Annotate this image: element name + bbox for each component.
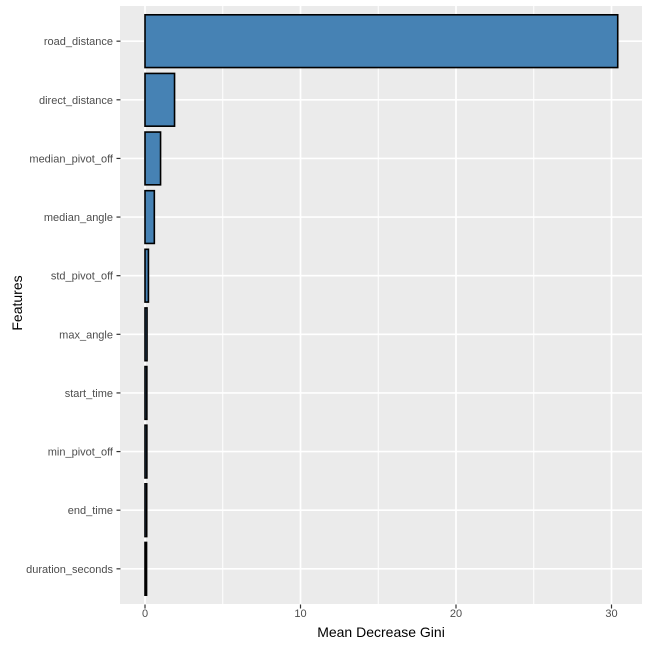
bar-road_distance [144, 13, 619, 69]
panel-background [120, 6, 642, 604]
y-tick-label: median_angle [44, 212, 113, 224]
x-tick-label: 30 [605, 608, 617, 620]
x-axis-title-wrap: Mean Decrease Gini [0, 624, 648, 640]
x-tick-label: 10 [294, 608, 306, 620]
x-axis-title: Mean Decrease Gini [317, 624, 445, 640]
y-tick-label: median_pivot_off [29, 153, 114, 165]
bar-min_pivot_off [144, 424, 148, 479]
y-tick-label: end_time [68, 505, 113, 517]
y-tick-label: std_pivot_off [51, 271, 114, 283]
y-tick-label: max_angle [59, 329, 113, 341]
y-tick-label: start_time [65, 388, 113, 400]
bar-median_angle [144, 189, 156, 245]
bar-direct_distance [144, 72, 176, 127]
y-tick-label: duration_seconds [26, 564, 113, 576]
bar-start_time [144, 365, 148, 421]
x-tick-label: 0 [142, 608, 148, 620]
bar-duration_seconds [144, 541, 148, 597]
bar-max_angle [144, 307, 148, 362]
y-tick-label: min_pivot_off [48, 447, 114, 459]
y-axis-title: Features [9, 275, 25, 331]
bar-end_time [144, 483, 148, 538]
bar-median_pivot_off [144, 131, 162, 186]
y-tick-label: road_distance [44, 36, 113, 48]
y-tick-label: direct_distance [39, 95, 113, 107]
bar-std_pivot_off [144, 248, 150, 303]
x-tick-label: 20 [450, 608, 462, 620]
